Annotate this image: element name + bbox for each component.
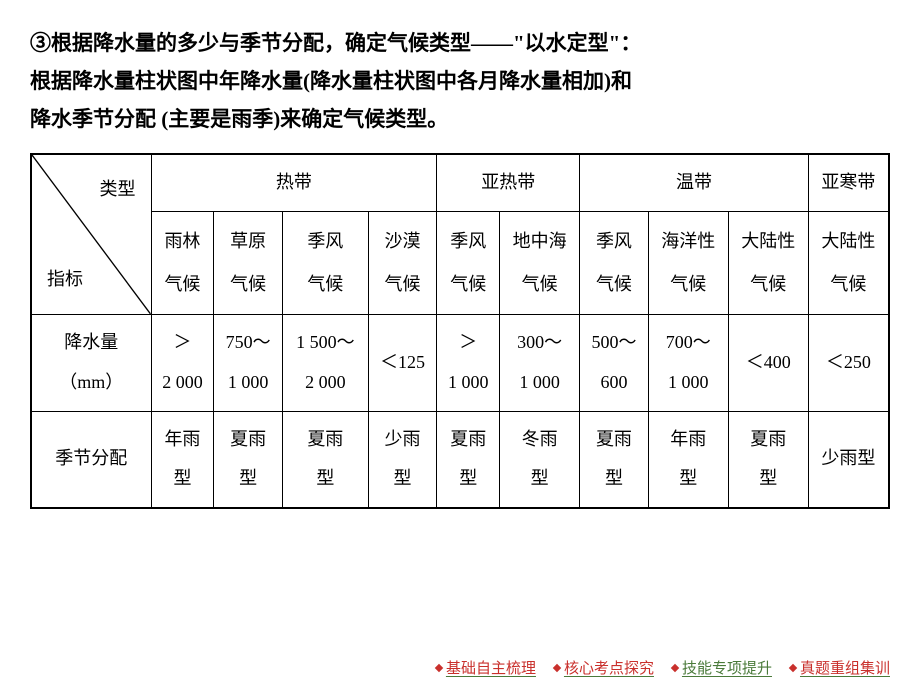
- precip-value: 700～1 000: [648, 315, 728, 411]
- climate-temperate-oceanic: 海洋性气候: [648, 211, 728, 314]
- intro-line-1: ③根据降水量的多少与季节分配，确定气候类型——"以水定型"：: [30, 25, 890, 63]
- climate-tropical-rainforest: 雨林气候: [151, 211, 214, 314]
- precip-value: 1 500～2 000: [282, 315, 368, 411]
- diamond-icon: [671, 663, 679, 671]
- climate-tropical-savanna: 草原气候: [214, 211, 283, 314]
- diamond-icon: [553, 663, 561, 671]
- zone-tropical: 热带: [151, 154, 437, 211]
- nav-skills-button[interactable]: 技能专项提升: [672, 657, 772, 678]
- season-value: 夏雨型: [728, 411, 808, 508]
- season-value: 夏雨型: [437, 411, 500, 508]
- season-value: 少雨型: [808, 411, 889, 508]
- climate-tropical-monsoon: 季风气候: [282, 211, 368, 314]
- season-label: 季节分配: [31, 411, 151, 508]
- climate-mediterranean: 地中海气候: [500, 211, 580, 314]
- zone-subarctic: 亚寒带: [808, 154, 889, 211]
- season-value: 少雨型: [368, 411, 437, 508]
- climate-subtropical-monsoon: 季风气候: [437, 211, 500, 314]
- nav-label: 技能专项提升: [682, 657, 772, 678]
- header-type-label: 类型: [100, 170, 136, 210]
- precip-value: ＜400: [728, 315, 808, 411]
- precip-value: 750～1 000: [214, 315, 283, 411]
- climate-temperate-monsoon: 季风气候: [580, 211, 649, 314]
- bottom-navigation: 基础自主梳理 核心考点探究 技能专项提升 真题重组集训: [436, 657, 890, 678]
- table-row: 类型 指标 热带 亚热带 温带 亚寒带: [31, 154, 889, 211]
- climate-tropical-desert: 沙漠气候: [368, 211, 437, 314]
- season-value: 冬雨型: [500, 411, 580, 508]
- intro-line-2: 根据降水量柱状图中年降水量(降水量柱状图中各月降水量相加)和: [30, 63, 890, 101]
- precip-value: ＞1 000: [437, 315, 500, 411]
- season-value: 年雨型: [648, 411, 728, 508]
- nav-core-button[interactable]: 核心考点探究: [554, 657, 654, 678]
- intro-line-3: 降水季节分配 (主要是雨季)来确定气候类型。: [30, 101, 890, 139]
- intro-paragraph: ③根据降水量的多少与季节分配，确定气候类型——"以水定型"： 根据降水量柱状图中…: [30, 25, 890, 138]
- precip-value: ＞2 000: [151, 315, 214, 411]
- zone-temperate: 温带: [580, 154, 809, 211]
- climate-subarctic-continental: 大陆性气候: [808, 211, 889, 314]
- nav-exam-button[interactable]: 真题重组集训: [790, 657, 890, 678]
- precip-value: ＜250: [808, 315, 889, 411]
- diamond-icon: [435, 663, 443, 671]
- precip-value: 300～1 000: [500, 315, 580, 411]
- season-value: 年雨型: [151, 411, 214, 508]
- table-row: 降水量（mm） ＞2 000 750～1 000 1 500～2 000 ＜12…: [31, 315, 889, 411]
- header-indicator-label: 指标: [47, 260, 83, 300]
- season-value: 夏雨型: [214, 411, 283, 508]
- diamond-icon: [789, 663, 797, 671]
- nav-label: 真题重组集训: [800, 657, 890, 678]
- nav-label: 基础自主梳理: [446, 657, 536, 678]
- climate-table: 类型 指标 热带 亚热带 温带 亚寒带 雨林气候 草原气候 季风气候 沙漠气候 …: [30, 153, 890, 508]
- season-value: 夏雨型: [580, 411, 649, 508]
- nav-label: 核心考点探究: [564, 657, 654, 678]
- precip-value: 500～600: [580, 315, 649, 411]
- nav-basics-button[interactable]: 基础自主梳理: [436, 657, 536, 678]
- zone-subtropical: 亚热带: [437, 154, 580, 211]
- climate-temperate-continental: 大陆性气候: [728, 211, 808, 314]
- table-row: 雨林气候 草原气候 季风气候 沙漠气候 季风气候 地中海气候 季风气候 海洋性气…: [31, 211, 889, 314]
- precipitation-label: 降水量（mm）: [31, 315, 151, 411]
- season-value: 夏雨型: [282, 411, 368, 508]
- climate-table-container: 类型 指标 热带 亚热带 温带 亚寒带 雨林气候 草原气候 季风气候 沙漠气候 …: [30, 153, 890, 508]
- precip-value: ＜125: [368, 315, 437, 411]
- diagonal-header-cell: 类型 指标: [31, 154, 151, 314]
- table-row: 季节分配 年雨型 夏雨型 夏雨型 少雨型 夏雨型 冬雨型 夏雨型 年雨型 夏雨型…: [31, 411, 889, 508]
